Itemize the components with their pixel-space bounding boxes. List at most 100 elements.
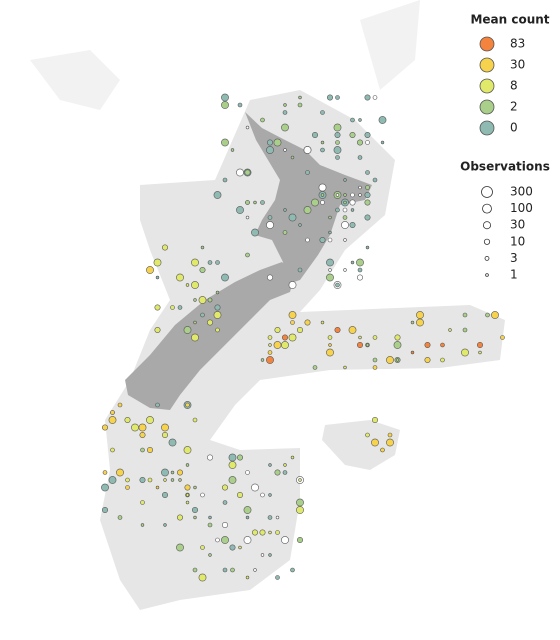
legend-swatch [479, 120, 495, 136]
point [358, 193, 362, 197]
point [335, 95, 340, 100]
point [208, 553, 212, 557]
point [386, 438, 394, 447]
point [275, 575, 280, 580]
point [215, 537, 220, 543]
point [161, 423, 169, 432]
point [334, 326, 341, 333]
point [116, 468, 124, 477]
point [222, 177, 228, 183]
point [267, 335, 273, 340]
point [266, 146, 274, 154]
point [266, 139, 273, 146]
point [476, 341, 483, 348]
point [350, 192, 355, 198]
point [462, 312, 468, 318]
point [222, 521, 229, 528]
point [245, 252, 250, 258]
legend-size [485, 273, 489, 277]
point [154, 326, 161, 333]
point [200, 245, 205, 250]
point [125, 477, 130, 483]
point [364, 94, 371, 101]
point [215, 290, 220, 295]
point [191, 333, 199, 342]
point [320, 147, 325, 153]
point [230, 148, 235, 152]
point [303, 206, 312, 214]
point [245, 470, 250, 475]
point [139, 476, 146, 483]
point [184, 484, 191, 491]
point [266, 356, 274, 364]
point [440, 342, 445, 348]
point [251, 483, 259, 492]
point [200, 312, 205, 318]
point [461, 348, 469, 357]
point [155, 402, 160, 408]
point [348, 326, 357, 334]
point [192, 417, 198, 423]
point [395, 358, 400, 362]
point [170, 470, 175, 475]
point [342, 207, 348, 213]
point [305, 170, 310, 175]
point [207, 319, 214, 326]
point [410, 350, 415, 355]
point [198, 573, 207, 582]
point [290, 155, 295, 160]
point [296, 498, 304, 507]
point [267, 215, 273, 220]
point [207, 297, 213, 303]
point [378, 116, 387, 124]
point [243, 506, 252, 514]
legend-label: 2 [510, 100, 518, 114]
point [365, 185, 370, 190]
point [155, 485, 160, 490]
point [358, 118, 362, 122]
legend-label: 1 [510, 268, 518, 282]
point [491, 311, 499, 319]
point [333, 123, 342, 132]
point [213, 311, 222, 319]
point [283, 148, 287, 152]
point [124, 416, 131, 423]
point [140, 447, 145, 453]
point [185, 493, 190, 497]
point [326, 94, 333, 101]
point [274, 469, 281, 476]
point [462, 327, 468, 333]
point [162, 431, 169, 438]
point [327, 335, 333, 340]
point [117, 515, 123, 520]
point [177, 514, 184, 521]
point [342, 215, 348, 220]
point [318, 183, 327, 192]
point [260, 553, 265, 557]
legend-swatch [479, 78, 495, 94]
point [364, 192, 371, 199]
point [349, 199, 356, 206]
point [214, 304, 221, 311]
point [253, 200, 257, 205]
point [303, 146, 312, 154]
point [288, 281, 297, 289]
point [297, 267, 303, 273]
point [320, 140, 325, 145]
point [192, 506, 199, 513]
point [178, 478, 182, 482]
point [252, 529, 259, 536]
point [251, 228, 259, 237]
legend-label: 100 [510, 201, 533, 215]
point [485, 312, 490, 318]
point [138, 423, 147, 432]
point [349, 132, 356, 139]
point [356, 139, 363, 146]
point [343, 238, 347, 242]
point [215, 327, 220, 333]
legend-swatch [479, 57, 495, 73]
point [365, 432, 370, 438]
point [253, 568, 257, 572]
legend-title: Observations [460, 160, 550, 174]
